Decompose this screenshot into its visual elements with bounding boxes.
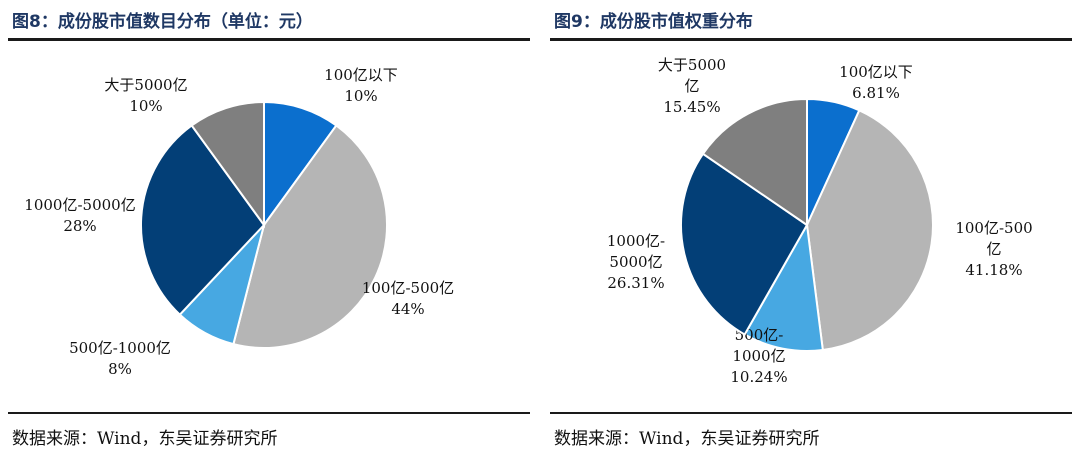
slice-label-line: 大于5000亿 <box>104 76 187 94</box>
slice-label-line: 100亿-500亿 <box>362 279 454 297</box>
source-rule <box>8 412 530 414</box>
slice-label-line: 1000亿 <box>732 347 785 365</box>
title-rule <box>8 38 530 41</box>
source-note: 数据来源：Wind，东吴证券研究所 <box>12 429 278 449</box>
slice-label-line: 亿 <box>986 240 1001 258</box>
slice-label: 100亿-500亿 44% <box>362 279 454 318</box>
slice-label-line: 1000亿- <box>607 232 665 250</box>
slice-label-line: 5000亿 <box>609 253 662 271</box>
chart-panel-left: 图8：成份股市值数目分布（单位：元） 100亿以下 10% 100亿-500亿 44%… <box>8 0 538 453</box>
slice-label: 500亿-1000亿 8% <box>69 339 171 378</box>
chart-title: 图8：成份股市值数目分布（单位：元） <box>12 12 313 32</box>
pie-slice <box>701 97 808 227</box>
chart-panel-right: 图9：成份股市值权重分布 100亿以下 6.81% 100亿-500 亿 41.18% 5… <box>550 0 1080 453</box>
pie-slice <box>743 221 824 352</box>
slice-label-line: 100亿-500 <box>955 219 1032 237</box>
slice-label: 大于5000亿 10% <box>104 76 187 115</box>
slice-label-line: 15.45% <box>663 98 720 116</box>
slice-label: 500亿-1000亿 10.24% <box>730 326 787 386</box>
pie-slice <box>680 152 809 336</box>
slice-label-line: 26.31% <box>607 274 664 292</box>
source-rule <box>550 412 1072 414</box>
slice-label-line: 28% <box>63 217 96 235</box>
pie-slice <box>263 100 338 229</box>
pie-chart: 100亿以下 10% 100亿-500亿 44% 500亿-1000亿 8% 1000亿-5… <box>24 66 454 378</box>
slice-label-line: 100亿以下 <box>324 66 398 84</box>
slice-label-line: 8% <box>108 360 132 378</box>
slice-label: 100亿以下 10% <box>324 66 398 105</box>
slice-label-line: 44% <box>391 300 424 318</box>
chart-title: 图9：成份股市值权重分布 <box>554 12 753 32</box>
slice-label-line: 10.24% <box>730 368 787 386</box>
slice-label: 1000亿- 5000亿 26.31% <box>607 232 665 292</box>
slice-label: 1000亿-5000亿 28% <box>24 196 135 235</box>
pie-slice <box>805 109 934 352</box>
slice-label-line: 1000亿-5000亿 <box>24 196 135 214</box>
slice-label-line: 100亿以下 <box>839 63 913 81</box>
slice-label-line: 500亿-1000亿 <box>69 339 171 357</box>
title-rule <box>550 38 1072 41</box>
pie-slice <box>232 124 388 349</box>
source-note: 数据来源：Wind，东吴证券研究所 <box>554 429 820 449</box>
slice-label-line: 10% <box>129 97 162 115</box>
slice-label-line: 大于5000 <box>658 56 726 74</box>
slice-label-line: 亿 <box>684 77 699 95</box>
slice-label: 100亿-500 亿 41.18% <box>955 219 1032 279</box>
pie-chart: 100亿以下 6.81%100亿-500 亿 41.18%500亿-1000亿 10.2… <box>607 56 1033 386</box>
slice-label-line: 41.18% <box>965 261 1022 279</box>
slice-label-line: 6.81% <box>852 84 900 102</box>
slice-label: 100亿以下 6.81% <box>839 63 913 102</box>
pie-slice <box>140 124 266 317</box>
pie-slice <box>190 100 265 229</box>
slice-label: 大于5000 亿 15.45% <box>658 56 726 116</box>
slice-label-line: 10% <box>344 87 377 105</box>
